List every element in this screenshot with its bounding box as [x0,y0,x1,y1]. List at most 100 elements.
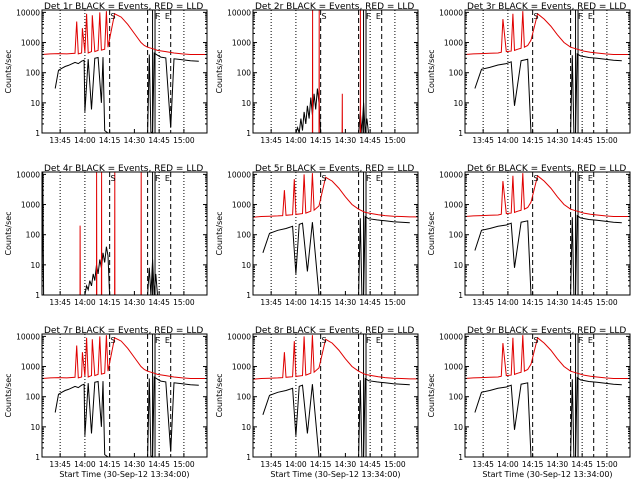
y-tick-label: 10000 [439,332,463,341]
y-tick-label: 1000 [232,39,251,48]
marker-s: S [533,12,538,21]
x-tick-label: 13:45 [49,136,71,145]
y-tick-label: 1 [458,453,463,462]
marker-f: F [155,336,160,345]
y-axis-label: Counts/sec [215,49,224,93]
y-tick-label: 1 [35,453,40,462]
x-tick-label: 14:15 [99,460,121,469]
x-tick-label: 14:30 [335,460,357,469]
y-axis-label: Counts/sec [427,211,436,255]
y-tick-label: 1 [35,129,40,138]
y-tick-label: 100 [449,69,464,78]
marker-s: S [533,336,538,345]
x-tick-label: 14:15 [310,298,332,307]
y-tick-label: 10000 [227,332,251,341]
events-series-line [295,88,369,134]
y-tick-label: 10 [30,99,40,108]
x-tick-label: 14:45 [359,298,381,307]
x-tick-label: 14:45 [571,460,593,469]
marker-e: E [376,174,381,183]
x-tick-label: 14:30 [547,298,569,307]
y-tick-label: 1000 [444,201,463,210]
x-tick-label: 13:45 [49,298,71,307]
x-tick-label: 14:15 [99,136,121,145]
y-tick-label: 1000 [232,201,251,210]
x-tick-label: 15:00 [596,460,618,469]
x-tick-label: 14:00 [497,298,519,307]
x-tick-label: 15:00 [173,298,195,307]
y-tick-label: 1000 [21,201,40,210]
x-tick-label: 14:00 [285,460,307,469]
marker-e: E [165,336,170,345]
events-series-line [262,377,410,458]
lld-series-line [464,335,630,379]
marker-f: F [578,174,583,183]
y-tick-label: 10 [453,261,463,270]
x-tick-label: 14:15 [522,136,544,145]
x-tick-label: 14:45 [148,460,170,469]
y-axis-label: Counts/sec [4,211,13,255]
y-tick-label: 10 [453,99,463,108]
y-axis-label: Counts/sec [427,49,436,93]
lld-series-line [41,335,207,379]
x-tick-label: 14:45 [148,298,170,307]
x-axis-label: Start Time (30-Sep-12 13:34:00) [270,470,400,479]
marker-e: E [165,12,170,21]
y-tick-label: 10000 [227,170,251,179]
panel-title: Det 7r BLACK = Events, RED = LLD [44,326,203,336]
x-tick-label: 14:00 [285,298,307,307]
y-tick-label: 1000 [21,39,40,48]
plot-frame [464,171,631,296]
panel-title: Det 2r BLACK = Events, RED = LLD [255,2,414,12]
x-tick-label: 14:15 [522,298,544,307]
y-tick-label: 1000 [232,363,251,372]
x-tick-label: 14:45 [359,460,381,469]
marker-s: S [533,174,538,183]
y-tick-label: 100 [449,393,464,402]
x-tick-label: 14:15 [310,136,332,145]
x-tick-label: 13:45 [472,136,494,145]
y-tick-label: 1 [458,129,463,138]
y-tick-label: 10 [241,423,251,432]
panel-title: Det 4r BLACK = Events, RED = LLD [44,164,203,174]
events-series-line [474,53,622,134]
y-tick-label: 100 [26,393,41,402]
panel-title: Det 8r BLACK = Events, RED = LLD [255,326,414,336]
y-tick-label: 100 [237,231,252,240]
x-tick-label: 14:15 [99,298,121,307]
marker-s: S [321,174,326,183]
y-tick-label: 1000 [444,39,463,48]
y-tick-label: 100 [26,69,41,78]
x-tick-label: 14:00 [74,460,96,469]
marker-e: E [376,336,381,345]
y-tick-label: 1 [246,129,251,138]
marker-e: E [588,336,593,345]
marker-s: S [321,12,326,21]
lld-series-line [464,173,630,217]
events-series-line [54,52,199,134]
y-tick-label: 1000 [21,363,40,372]
plot-frame [252,9,419,134]
events-series-line [474,214,622,296]
y-tick-label: 10000 [227,8,251,17]
x-tick-label: 15:00 [596,298,618,307]
plot-frame [41,9,208,134]
y-tick-label: 10000 [439,8,463,17]
panel-title: Det 5r BLACK = Events, RED = LLD [255,164,414,174]
y-tick-label: 100 [237,69,252,78]
panel-title: Det 1r BLACK = Events, RED = LLD [44,2,203,12]
marker-f: F [366,12,371,21]
y-tick-label: 10000 [16,170,40,179]
x-tick-label: 15:00 [173,136,195,145]
marker-s: S [110,174,115,183]
marker-s: S [110,336,115,345]
x-tick-label: 14:30 [547,136,569,145]
marker-e: E [165,174,170,183]
y-tick-label: 10 [30,261,40,270]
marker-e: E [588,12,593,21]
x-tick-label: 14:15 [522,460,544,469]
panel-title: Det 9r BLACK = Events, RED = LLD [467,326,626,336]
